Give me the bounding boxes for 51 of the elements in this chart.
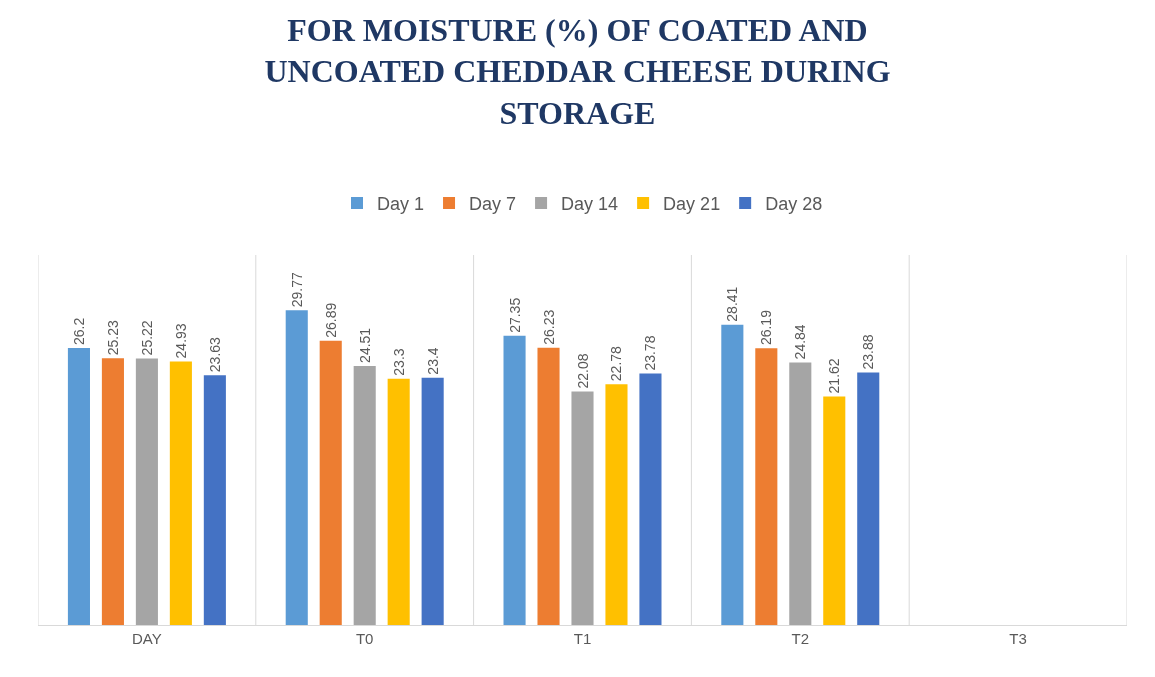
data-label: 24.51 [356, 327, 373, 363]
bar [571, 391, 594, 625]
data-label: 21.62 [826, 358, 843, 394]
bar [421, 377, 444, 625]
bar [857, 372, 880, 625]
x-tick-label: T0 [355, 630, 374, 647]
legend-label: Day 7 [469, 193, 517, 214]
data-label: 23.4 [424, 347, 441, 375]
data-label: 23.63 [206, 336, 223, 373]
bar [721, 324, 744, 625]
bar [823, 396, 846, 625]
data-label: 22.08 [574, 353, 591, 389]
data-label: 29.77 [288, 272, 305, 308]
data-label: 23.78 [642, 335, 659, 371]
bar [169, 361, 192, 625]
bar [203, 375, 226, 625]
legend-label: Day 21 [663, 193, 721, 214]
bar [605, 384, 628, 625]
legend-label: Day 14 [561, 193, 619, 214]
chart-title: FOR MOISTURE (%) OF COATED AND UNCOATED CHEDDAR CHEESE DURING STORAGE [264, 11, 891, 131]
data-label: 23.3 [390, 348, 407, 376]
bar [537, 347, 560, 625]
bar [285, 310, 308, 625]
legend-label: Day 1 [377, 193, 425, 214]
x-tick-label: T2 [791, 630, 810, 647]
data-label: 26.19 [758, 309, 775, 346]
bar [755, 348, 778, 625]
data-label: 28.41 [724, 286, 741, 322]
bar [503, 335, 526, 625]
data-label: 24.84 [792, 324, 809, 360]
data-label: 26.2 [70, 317, 87, 346]
bar [353, 365, 376, 625]
data-label: 26.89 [322, 302, 339, 338]
x-tick-label: T1 [573, 630, 592, 647]
bar [135, 358, 158, 625]
bar [67, 348, 90, 625]
bar [789, 362, 812, 625]
bar [639, 373, 662, 625]
data-label: 27.35 [506, 297, 523, 333]
bar [387, 378, 410, 625]
data-label: 22.78 [608, 345, 625, 382]
x-tick-label: T3 [1009, 630, 1027, 647]
bar [101, 358, 124, 625]
data-label: 26.23 [540, 309, 557, 345]
data-label: 25.23 [104, 320, 121, 356]
data-label: 25.22 [138, 320, 155, 356]
x-tick-label: DAY [132, 630, 162, 647]
bar [319, 340, 342, 625]
data-label: 23.88 [860, 334, 877, 370]
data-label: 24.93 [172, 323, 189, 359]
legend-label: Day 28 [765, 193, 823, 214]
